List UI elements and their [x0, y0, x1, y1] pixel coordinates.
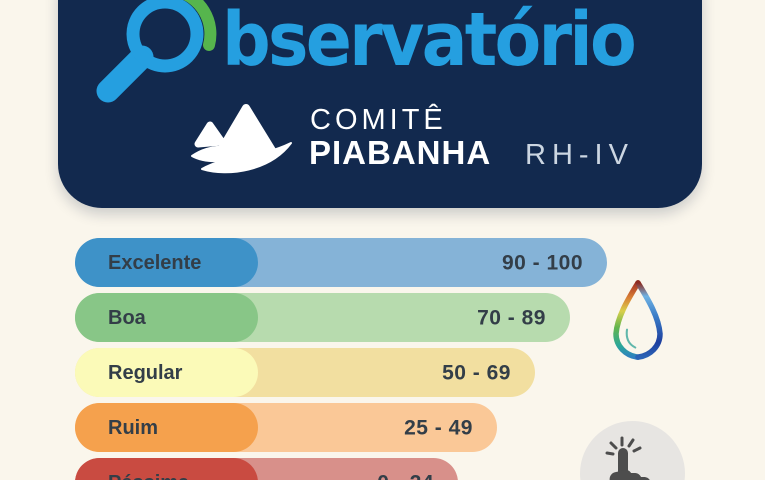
- scale-label-pill: Excelente: [75, 238, 258, 287]
- scale-label-pill: Ruim: [75, 403, 258, 452]
- magnifying-glass-icon: [96, 0, 217, 103]
- committee-name-line2: PIABANHA: [309, 134, 492, 171]
- scale-range: 90 - 100: [501, 251, 583, 274]
- scale-label: Ruim: [108, 416, 158, 439]
- scale-row-excelente: Excelente 90 - 100: [75, 238, 607, 287]
- tap-gesture-icon[interactable]: [580, 421, 685, 480]
- scale-row-ruim: Ruim 25 - 49: [75, 403, 497, 452]
- header-banner: bservatório COMITÊ PIABANHA RH-IV: [58, 0, 702, 208]
- region-code: RH-IV: [525, 139, 634, 171]
- app-title: bservatório: [222, 0, 637, 83]
- scale-row-boa: Boa 70 - 89: [75, 293, 570, 342]
- scale-label: Boa: [108, 306, 146, 329]
- scale-label-pill: Regular: [75, 348, 258, 397]
- scale-label: Péssima: [108, 473, 189, 480]
- scale-label-pill: Péssima: [75, 458, 258, 480]
- scale-label: Regular: [108, 361, 183, 384]
- scale-label: Excelente: [108, 251, 202, 274]
- scale-label-pill: Boa: [75, 293, 258, 342]
- scale-row-pessima: Péssima 0 - 24: [75, 458, 458, 480]
- rainbow-water-drop-icon: [613, 280, 663, 360]
- scale-range: 70 - 89: [477, 306, 546, 329]
- scale-range: 25 - 49: [404, 416, 473, 439]
- scale-range: 0 - 24: [377, 472, 434, 480]
- scale-row-regular: Regular 50 - 69: [75, 348, 535, 397]
- scale-range: 50 - 69: [442, 361, 511, 384]
- mountain-wave-logo-icon: [191, 104, 292, 174]
- committee-name-line1: COMITÊ: [310, 104, 447, 136]
